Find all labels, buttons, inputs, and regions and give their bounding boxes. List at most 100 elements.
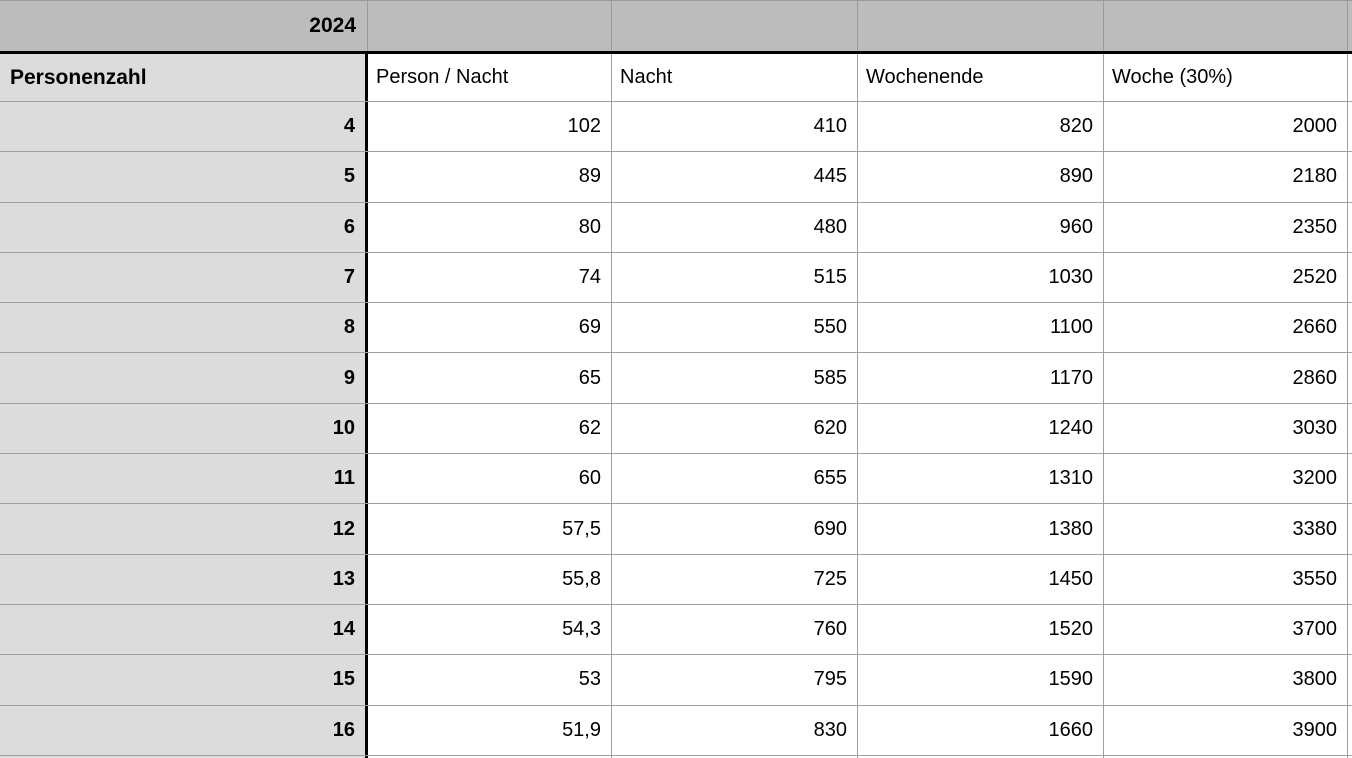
- row-header-cell[interactable]: 8: [0, 303, 368, 353]
- data-cell[interactable]: 3900: [1104, 705, 1348, 755]
- data-cell[interactable]: 445: [612, 152, 858, 202]
- column-header-personenzahl[interactable]: Personenzahl: [0, 54, 368, 101]
- data-cell[interactable]: 74: [368, 252, 612, 303]
- data-cell[interactable]: 1590: [858, 655, 1104, 705]
- year-row-empty-cell[interactable]: [858, 1, 1104, 51]
- data-cell[interactable]: 3800: [1104, 655, 1348, 705]
- data-cell[interactable]: 1170: [858, 353, 1104, 403]
- edge-sliver-cell: [1348, 454, 1352, 504]
- row-header-cell[interactable]: 13: [0, 554, 368, 604]
- row-header-cell[interactable]: 14: [0, 604, 368, 655]
- data-cell[interactable]: 830: [612, 705, 858, 755]
- data-cell[interactable]: 1450: [858, 554, 1104, 604]
- column-header-wochenende[interactable]: Wochenende: [858, 54, 1104, 101]
- row-header-cell[interactable]: 15: [0, 655, 368, 705]
- table-row: 10 62 620 1240 3030: [0, 403, 1352, 455]
- data-cell[interactable]: 890: [858, 152, 1104, 202]
- data-cell[interactable]: 51,9: [368, 705, 612, 755]
- data-cell[interactable]: 57,5: [368, 504, 612, 554]
- data-cell[interactable]: 410: [612, 102, 858, 152]
- row-header-cell[interactable]: 9: [0, 353, 368, 403]
- data-cell[interactable]: 65: [368, 353, 612, 403]
- data-cell[interactable]: 55,8: [368, 554, 612, 604]
- edge-sliver-cell: [1348, 1, 1352, 51]
- year-cell[interactable]: 2024: [0, 1, 368, 51]
- data-cell[interactable]: 54,3: [368, 604, 612, 655]
- table-body: 4 102 410 820 2000 5 89 445 890 2180 6 80 480 960 2350…: [0, 102, 1352, 756]
- data-cell[interactable]: 1520: [858, 604, 1104, 655]
- data-cell[interactable]: 620: [612, 403, 858, 454]
- row-header-cell[interactable]: 5: [0, 152, 368, 202]
- table-row: 15 53 795 1590 3800: [0, 655, 1352, 706]
- data-cell[interactable]: [612, 755, 858, 758]
- year-row-empty-cell[interactable]: [612, 1, 858, 51]
- data-cell[interactable]: 2000: [1104, 102, 1348, 152]
- data-cell[interactable]: 62: [368, 403, 612, 454]
- column-header-person-nacht[interactable]: Person / Nacht: [368, 54, 612, 101]
- edge-sliver-cell: [1348, 755, 1352, 758]
- edge-sliver-cell: [1348, 403, 1352, 454]
- data-cell[interactable]: [858, 755, 1104, 758]
- table-row: 11 60 655 1310 3200: [0, 454, 1352, 505]
- data-cell[interactable]: 760: [612, 604, 858, 655]
- row-header-cell[interactable]: 12: [0, 504, 368, 554]
- data-cell[interactable]: 1100: [858, 303, 1104, 353]
- data-cell[interactable]: 550: [612, 303, 858, 353]
- data-cell[interactable]: 89: [368, 152, 612, 202]
- year-row-empty-cell[interactable]: [1104, 1, 1348, 51]
- data-cell[interactable]: 2520: [1104, 252, 1348, 303]
- data-cell[interactable]: 820: [858, 102, 1104, 152]
- table-row: 7 74 515 1030 2520: [0, 252, 1352, 304]
- data-cell[interactable]: 480: [612, 202, 858, 252]
- data-cell[interactable]: 960: [858, 202, 1104, 252]
- edge-sliver-cell: [1348, 655, 1352, 705]
- data-cell[interactable]: 2180: [1104, 152, 1348, 202]
- table-row: 8 69 550 1100 2660: [0, 303, 1352, 354]
- partial-table-row: [0, 755, 1352, 758]
- data-cell[interactable]: 53: [368, 655, 612, 705]
- table-row: 9 65 585 1170 2860: [0, 353, 1352, 404]
- row-header-cell[interactable]: 4: [0, 102, 368, 152]
- data-cell[interactable]: 1240: [858, 403, 1104, 454]
- data-cell[interactable]: 1660: [858, 705, 1104, 755]
- column-header-woche-30[interactable]: Woche (30%): [1104, 54, 1348, 101]
- data-cell[interactable]: 2660: [1104, 303, 1348, 353]
- data-cell[interactable]: 725: [612, 554, 858, 604]
- row-header-cell[interactable]: 6: [0, 202, 368, 252]
- data-cell[interactable]: 1310: [858, 454, 1104, 504]
- data-cell[interactable]: 1030: [858, 252, 1104, 303]
- row-header-cell[interactable]: [0, 755, 368, 758]
- data-cell[interactable]: 2350: [1104, 202, 1348, 252]
- data-cell[interactable]: 3700: [1104, 604, 1348, 655]
- data-cell[interactable]: [1104, 755, 1348, 758]
- row-header-cell[interactable]: 16: [0, 705, 368, 755]
- data-cell[interactable]: 3550: [1104, 554, 1348, 604]
- data-cell[interactable]: 80: [368, 202, 612, 252]
- column-header-row: Personenzahl Person / Nacht Nacht Wochen…: [0, 54, 1352, 102]
- row-header-cell[interactable]: 10: [0, 403, 368, 454]
- data-cell[interactable]: 69: [368, 303, 612, 353]
- year-row-empty-cell[interactable]: [368, 1, 612, 51]
- data-cell[interactable]: 3030: [1104, 403, 1348, 454]
- data-cell[interactable]: 60: [368, 454, 612, 504]
- edge-sliver-cell: [1348, 353, 1352, 403]
- year-row: 2024: [0, 1, 1352, 54]
- data-cell[interactable]: [368, 755, 612, 758]
- edge-sliver-cell: [1348, 705, 1352, 755]
- data-cell[interactable]: 585: [612, 353, 858, 403]
- table-row: 14 54,3 760 1520 3700: [0, 604, 1352, 656]
- column-header-nacht[interactable]: Nacht: [612, 54, 858, 101]
- data-cell[interactable]: 795: [612, 655, 858, 705]
- data-cell[interactable]: 3200: [1104, 454, 1348, 504]
- data-cell[interactable]: 515: [612, 252, 858, 303]
- data-cell[interactable]: 2860: [1104, 353, 1348, 403]
- data-cell[interactable]: 3380: [1104, 504, 1348, 554]
- table-row: 16 51,9 830 1660 3900: [0, 705, 1352, 756]
- data-cell[interactable]: 655: [612, 454, 858, 504]
- data-cell[interactable]: 690: [612, 504, 858, 554]
- data-cell[interactable]: 1380: [858, 504, 1104, 554]
- row-header-cell[interactable]: 11: [0, 454, 368, 504]
- row-header-cell[interactable]: 7: [0, 252, 368, 303]
- data-cell[interactable]: 102: [368, 102, 612, 152]
